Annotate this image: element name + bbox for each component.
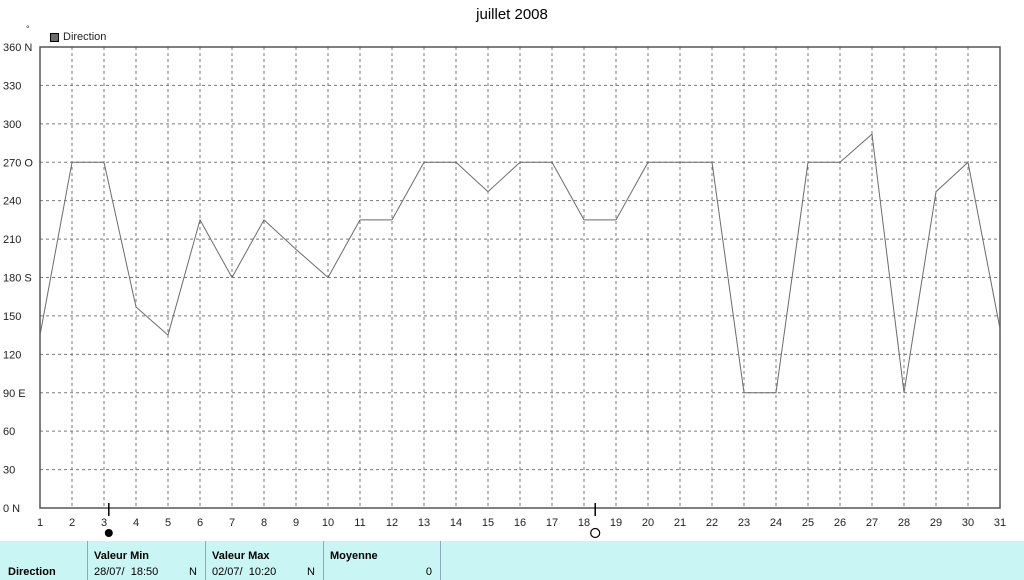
x-tick-label: 17 [546,517,558,529]
x-tick-label: 9 [293,517,299,529]
x-tick-label: 25 [802,517,814,529]
max-date: 02/07/ [212,566,243,578]
x-tick-label: 12 [386,517,398,529]
x-tick-label: 4 [133,517,139,529]
y-tick-label: 150 [3,311,21,323]
x-tick-label: 21 [674,517,686,529]
min-header: Valeur Min [94,550,150,562]
x-tick-label: 15 [482,517,494,529]
summary-row-label: Direction [8,566,56,578]
x-tick-label: 24 [770,517,782,529]
x-tick-label: 8 [261,517,267,529]
y-tick-label: 270 O [3,157,33,169]
x-tick-label: 18 [578,517,590,529]
x-tick-label: 1 [37,517,43,529]
min-value-cell: Valeur Min 28/07/ 18:50 N [88,541,206,580]
y-tick-label: 300 [3,119,21,131]
x-tick-label: 30 [962,517,974,529]
x-tick-label: 2 [69,517,75,529]
y-tick-label: 360 N [3,42,32,54]
x-tick-label: 13 [418,517,430,529]
summary-bar: Direction Valeur Min 28/07/ 18:50 N Vale… [0,541,1024,580]
y-tick-label: 210 [3,234,21,246]
x-tick-label: 19 [610,517,622,529]
max-direction: N [307,566,315,578]
y-tick-label: 180 S [3,273,32,285]
x-tick-label: 22 [706,517,718,529]
x-tick-label: 10 [322,517,334,529]
x-tick-label: 29 [930,517,942,529]
y-tick-label: 330 [3,80,21,92]
x-tick-label: 20 [642,517,654,529]
y-tick-label: 60 [3,426,15,438]
min-direction: N [189,566,197,578]
x-tick-label: 23 [738,517,750,529]
legend-swatch [50,32,59,42]
max-value-cell: Valeur Max 02/07/ 10:20 N [206,541,324,580]
min-time: 18:50 [130,566,159,578]
x-tick-label: 28 [898,517,910,529]
x-tick-label: 27 [866,517,878,529]
average-header: Moyenne [330,550,378,562]
chart-title: juillet 2008 [476,6,548,23]
legend-label: Direction [63,31,107,43]
average-value: 0 [425,566,432,578]
x-tick-label: 6 [197,517,203,529]
max-header: Valeur Max [212,550,270,562]
y-tick-label: 0 N [3,503,20,515]
x-tick-label: 5 [165,517,171,529]
x-tick-label: 11 [354,517,365,529]
y-tick-label: 120 [3,349,21,361]
average-cell: Moyenne 0 [324,541,441,580]
x-tick-label: 26 [834,517,846,529]
y-tick-label: 240 [3,196,21,208]
x-tick-label: 7 [229,517,235,529]
max-time: 10:20 [248,566,277,578]
x-tick-label: 14 [450,517,462,529]
legend: Direction [50,31,106,43]
summary-row-label-cell: Direction [0,541,88,580]
y-tick-label: 90 E [3,388,26,400]
min-date: 28/07/ [94,566,125,578]
y-unit-label: ° [26,24,30,34]
x-tick-label: 16 [514,517,526,529]
new-moon-icon [590,527,601,539]
x-tick-label: 3 [101,517,107,529]
plot-frame [39,46,1001,509]
y-tick-label: 30 [3,465,15,477]
x-tick-label: 31 [994,517,1006,529]
series-line-direction [39,133,1001,394]
full-moon-icon [104,529,113,537]
